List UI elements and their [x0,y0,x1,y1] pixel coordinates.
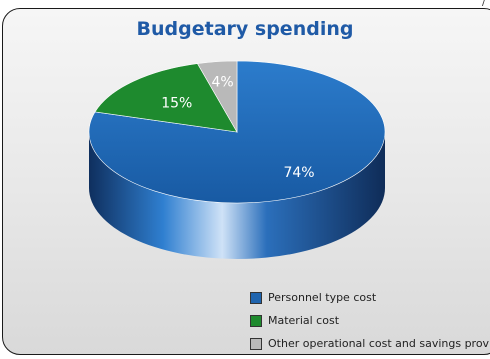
legend-item-3: Other operational cost and savings provi… [250,332,490,355]
chart-title: Budgetary spending [136,18,354,40]
slice-label-1: 74% [283,165,314,181]
corner-mark: / [482,0,486,7]
legend-label-1: Personnel type cost [268,291,377,304]
legend-item-2: Material cost [250,309,490,332]
legend: Personnel type cost Material cost Other op… [250,286,490,355]
legend-swatch-3 [250,337,262,350]
legend-label-2: Material cost [268,314,340,327]
legend-item-1: Personnel type cost [250,286,490,309]
slice-label-2: 15% [161,96,192,112]
legend-swatch-1 [250,291,262,304]
pie-side-1 [89,132,385,259]
pie-slice-2 [94,63,238,133]
pie-slice-3 [197,60,238,134]
slice-label-3: 4% [211,74,233,90]
legend-swatch-2 [250,314,262,327]
legend-label-3: Other operational cost and savings provi… [268,337,490,350]
